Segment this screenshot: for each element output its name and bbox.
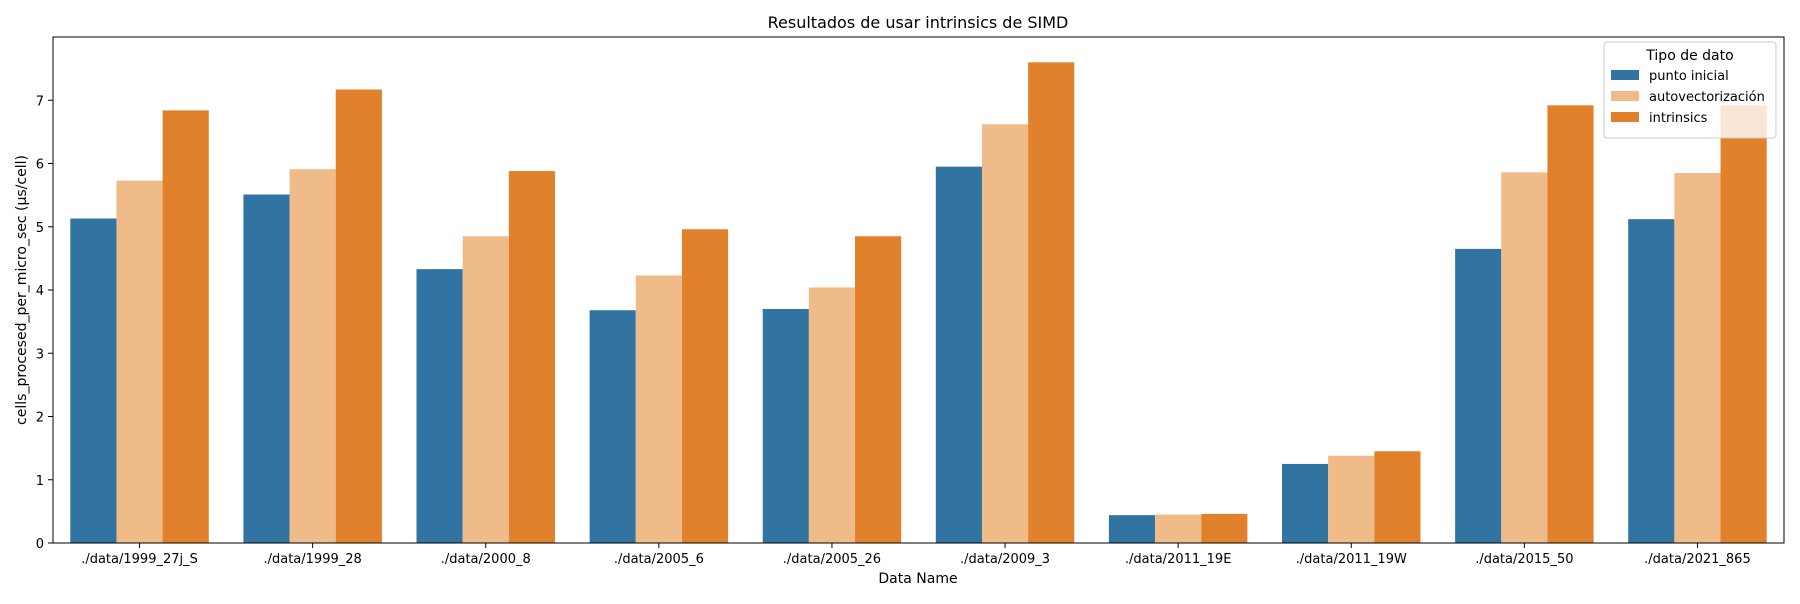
bar-autovectorización-8	[1328, 455, 1375, 543]
x-tick-label: ./data/2015_50	[1475, 552, 1573, 567]
bar-intrinsics-7	[1201, 513, 1248, 543]
y-tick-label: 4	[36, 284, 44, 299]
x-tick-label: ./data/2011_19W	[1296, 552, 1407, 567]
bar-autovectorización-2	[289, 169, 336, 543]
bar-autovectorización-1	[116, 180, 163, 543]
bar-intrinsics-8	[1374, 451, 1421, 543]
bar-autovectorización-9	[1501, 172, 1548, 543]
x-tick-label: ./data/1999_28	[263, 552, 361, 567]
bar-intrinsics-3	[508, 171, 555, 543]
bar-punto-inicial-8	[1282, 463, 1329, 543]
bar-autovectorización-6	[981, 124, 1029, 543]
bar-intrinsics-2	[335, 89, 382, 543]
y-tick-label: 0	[36, 537, 44, 552]
y-axis-label: cells_procesed_per_micro_sec (µs/cell)	[14, 155, 30, 425]
chart-title: Resultados de usar intrinsics de SIMD	[768, 13, 1069, 32]
y-tick-label: 7	[36, 94, 44, 109]
x-tick-label: ./data/2021_865	[1644, 552, 1751, 567]
legend-label: autovectorización	[1649, 90, 1765, 105]
bar-autovectorización-10	[1674, 172, 1721, 544]
bar-autovectorización-3	[462, 236, 509, 544]
legend-frame	[1603, 41, 1777, 139]
bar-intrinsics-10	[1720, 105, 1767, 543]
y-tick-label: 5	[36, 221, 44, 236]
plot-frame	[52, 36, 1785, 544]
legend-swatch	[1611, 91, 1639, 101]
x-axis: ./data/1999_27j_S ./data/1999_28 ./data/20…	[81, 543, 1751, 567]
y-tick-label: 3	[36, 347, 44, 362]
bar-autovectorización-7	[1155, 514, 1202, 543]
x-tick-label: ./data/2000_8	[441, 552, 531, 567]
bar-punto-inicial-4	[589, 310, 636, 543]
bar-autovectorización-5	[808, 287, 856, 543]
bar-punto-inicial-7	[1108, 515, 1156, 543]
x-tick-label: ./data/2011_19E	[1125, 552, 1232, 567]
y-tick-label: 6	[36, 158, 44, 173]
legend: Tipo de dato punto inicial autovectorizac…	[1603, 41, 1777, 139]
bar-punto-inicial-9	[1455, 248, 1502, 543]
bar-intrinsics-1	[162, 110, 209, 544]
x-tick-label: ./data/2005_6	[614, 552, 704, 567]
bar-punto-inicial-2	[243, 194, 290, 544]
x-tick-label: ./data/1999_27j_S	[81, 552, 198, 567]
legend-swatch	[1611, 112, 1639, 122]
bar-intrinsics-4	[681, 229, 729, 543]
y-tick-label: 1	[36, 474, 44, 489]
y-axis: 0 1 2 3 4 5 6 7	[36, 94, 53, 552]
x-axis-label: Data Name	[878, 571, 957, 587]
y-tick-label: 2	[36, 411, 44, 426]
legend-swatch	[1611, 70, 1639, 80]
bar-intrinsics-5	[855, 236, 902, 544]
bar-punto-inicial-6	[935, 166, 982, 543]
bar-punto-inicial-1	[70, 218, 117, 543]
bars-group	[70, 62, 1767, 544]
x-tick-label: ./data/2009_3	[960, 552, 1050, 567]
bar-autovectorización-4	[635, 275, 682, 543]
legend-label: intrinsics	[1649, 111, 1708, 126]
x-tick-label: ./data/2005_26	[783, 552, 881, 567]
legend-title: Tipo de dato	[1645, 48, 1733, 64]
bar-punto-inicial-10	[1628, 219, 1675, 543]
legend-label: punto inicial	[1649, 69, 1729, 84]
bar-intrinsics-9	[1547, 105, 1594, 543]
bar-punto-inicial-3	[416, 269, 463, 543]
bar-punto-inicial-5	[762, 308, 809, 543]
bar-intrinsics-6	[1028, 62, 1075, 544]
legend-items: punto inicial autovectorización intrinsics	[1611, 69, 1765, 126]
